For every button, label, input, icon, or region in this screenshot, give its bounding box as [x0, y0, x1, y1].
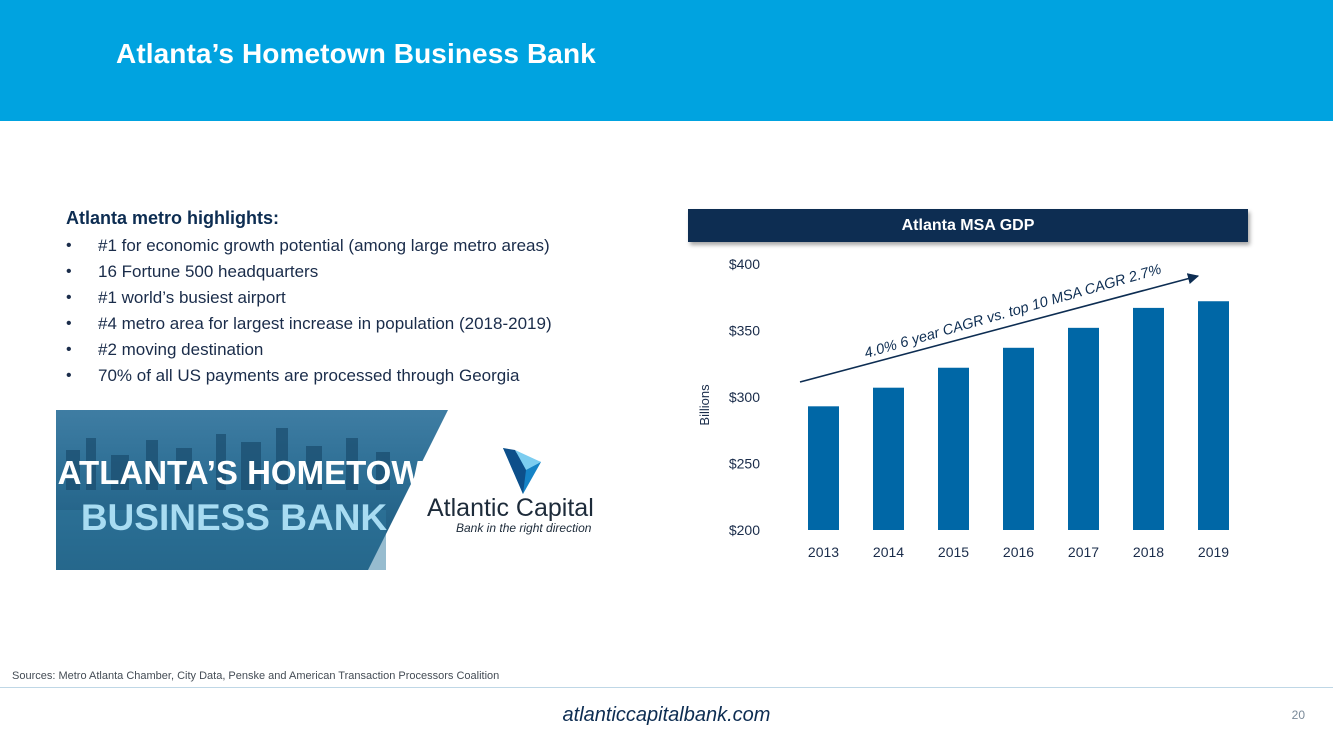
y-tick-label: $350 [729, 323, 760, 339]
bullet-icon: • [66, 341, 72, 358]
bullet-icon: • [66, 237, 72, 254]
list-item: • 16 Fortune 500 headquarters [66, 259, 666, 285]
list-item: • 70% of all US payments are processed th… [66, 363, 666, 389]
bar-2015 [938, 367, 969, 530]
list-item-text: #1 world’s busiest airport [98, 288, 286, 307]
x-tick-label: 2017 [1068, 544, 1099, 560]
list-item: • #1 world’s busiest airport [66, 285, 666, 311]
logo-name: Atlantic Capital [427, 494, 594, 522]
bar-2018 [1133, 307, 1164, 530]
list-item: • #1 for economic growth potential (among… [66, 233, 666, 259]
list-item-text: 70% of all US payments are processed thr… [98, 366, 520, 385]
list-item-text: 16 Fortune 500 headquarters [98, 262, 319, 281]
x-axis-ticks: 2013 2014 2015 2016 2017 2018 2019 [808, 544, 1229, 560]
highlights-list: • #1 for economic growth potential (among… [66, 233, 666, 389]
footer-divider [0, 687, 1333, 688]
x-tick-label: 2019 [1198, 544, 1229, 560]
sources-note: Sources: Metro Atlanta Chamber, City Dat… [12, 670, 500, 682]
x-tick-label: 2018 [1133, 544, 1164, 560]
bars-group [808, 301, 1229, 530]
list-item-text: #1 for economic growth potential (among … [98, 236, 550, 255]
list-item: • #2 moving destination [66, 337, 666, 363]
hometown-banner: ATLANTA’S HOMETOWN BUSINESS BANK Atlanti… [56, 410, 594, 570]
skyline-silhouette [66, 428, 390, 490]
bar-2019 [1198, 301, 1229, 530]
x-tick-label: 2014 [873, 544, 904, 560]
list-item: • #4 metro area for largest increase in p… [66, 311, 666, 337]
x-tick-label: 2013 [808, 544, 839, 560]
bar-2016 [1003, 347, 1034, 530]
cagr-annotation: 4.0% 6 year CAGR vs. top 10 MSA CAGR 2.7… [863, 262, 1164, 362]
water-reflection [56, 510, 386, 570]
bar-2017 [1068, 327, 1099, 530]
banner-line-1: ATLANTA’S HOMETOWN [58, 454, 447, 491]
x-tick-label: 2015 [938, 544, 969, 560]
y-tick-label: $400 [729, 256, 760, 272]
slide-title: Atlanta’s Hometown Business Bank [116, 38, 596, 69]
website-url[interactable]: atlanticcapitalbank.com [562, 704, 771, 726]
bullet-icon: • [66, 367, 72, 384]
logo-tagline: Bank in the right direction [456, 521, 592, 535]
highlights-heading: Atlanta metro highlights: [66, 208, 279, 228]
bullet-icon: • [66, 263, 72, 280]
bullet-icon: • [66, 315, 72, 332]
bar-2014 [873, 387, 904, 530]
list-item-text: #2 moving destination [98, 340, 264, 359]
x-tick-label: 2016 [1003, 544, 1034, 560]
bullet-icon: • [66, 289, 72, 306]
y-tick-label: $300 [729, 389, 760, 405]
atlantic-capital-logo: Atlantic Capital Bank in the right direc… [427, 448, 594, 535]
page-number: 20 [1291, 708, 1305, 722]
chart-title: Atlanta MSA GDP [688, 209, 1248, 242]
banner-line-2: BUSINESS BANK [81, 497, 388, 538]
y-axis-label: Billions [697, 384, 712, 426]
list-item-text: #4 metro area for largest increase in po… [98, 314, 552, 333]
bar-2013 [808, 406, 839, 530]
y-tick-label: $250 [729, 456, 760, 472]
cagr-trend-arrow [799, 273, 1200, 383]
y-tick-label: $200 [729, 522, 760, 538]
y-axis-ticks: $200 $250 $300 $350 $400 [729, 256, 760, 538]
highlights-section: Atlanta metro highlights: • #1 for econom… [66, 208, 666, 389]
gdp-bar-chart: Billions $200$250$300$350$400 2013 2014 20… [697, 256, 1229, 560]
header-band [0, 0, 1333, 121]
